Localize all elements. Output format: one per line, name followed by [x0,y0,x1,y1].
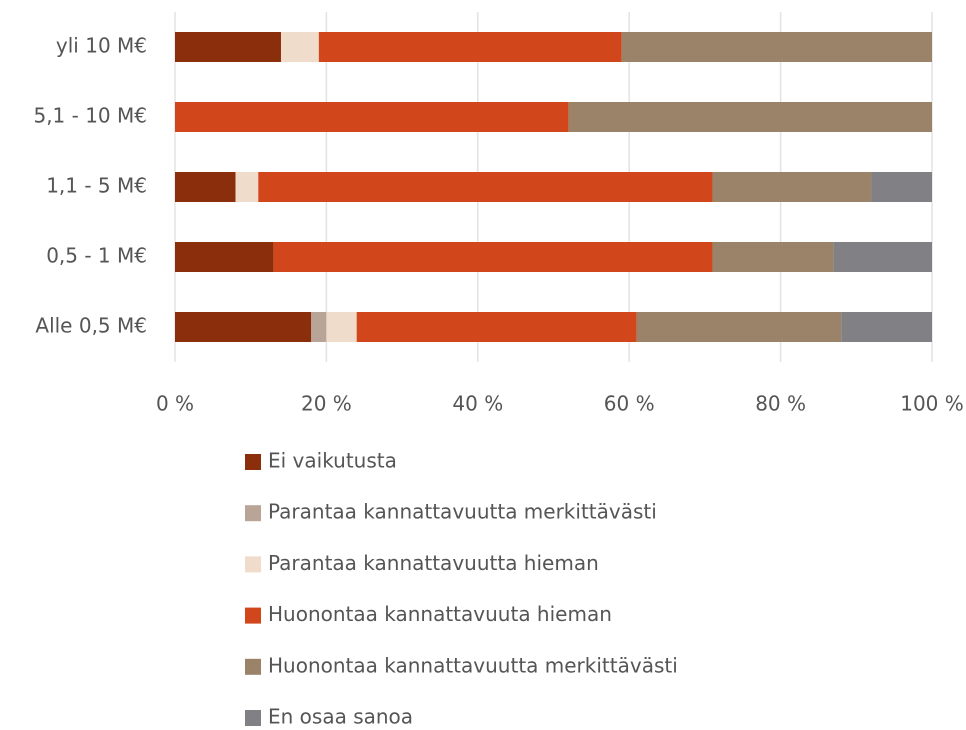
bar-segment [712,172,872,202]
legend-swatch [245,556,261,573]
bar-segment [175,242,274,272]
x-tick-label: 0 % [156,392,194,416]
legend-swatch [245,454,261,470]
bar-segment [273,242,713,272]
y-tick-label: 5,1 - 10 M€ [33,104,147,128]
bar-segment [235,172,259,202]
legend-label: En osaa sanoa [268,705,413,729]
legend-label: Parantaa kannattavuutta merkittävästi [268,500,657,524]
legend-label: Ei vaikutusta [268,449,397,473]
legend-swatch [245,710,261,726]
bar-segment [175,172,236,202]
x-tick-label: 100 % [900,392,964,416]
legend-swatch [245,505,261,522]
bar-segment [568,102,932,132]
legend-label: Parantaa kannattavuutta hieman [268,551,599,575]
legend-label: Huonontaa kannattavuutta merkittävästi [268,653,678,677]
y-tick-label: 0,5 - 1 M€ [46,244,147,268]
bar-segment [318,32,622,62]
bar-segment [636,312,842,342]
bar-segment [175,102,569,132]
bar-segment [280,32,319,62]
y-tick-label: 1,1 - 5 M€ [46,174,147,198]
bar-segment [841,312,932,342]
bar-segment [356,312,637,342]
bar-segment [871,172,932,202]
x-tick-label: 40 % [452,392,503,416]
bar-segment [175,312,312,342]
bar-segment [712,242,834,272]
bar-segment [175,32,281,62]
x-tick-label: 20 % [301,392,352,416]
bar-segment [258,172,713,202]
bar-segment [326,312,357,342]
x-tick-label: 60 % [604,392,655,416]
bar-segment [311,312,327,342]
bar-segment [833,242,932,272]
x-tick-label: 80 % [755,392,806,416]
y-tick-label: Alle 0,5 M€ [35,314,147,338]
legend-swatch [245,658,261,675]
legend-swatch [245,607,261,624]
bar-segment [621,32,932,62]
y-tick-label: yli 10 M€ [56,34,147,58]
legend-label: Huonontaa kannattavuuta hieman [268,602,612,626]
